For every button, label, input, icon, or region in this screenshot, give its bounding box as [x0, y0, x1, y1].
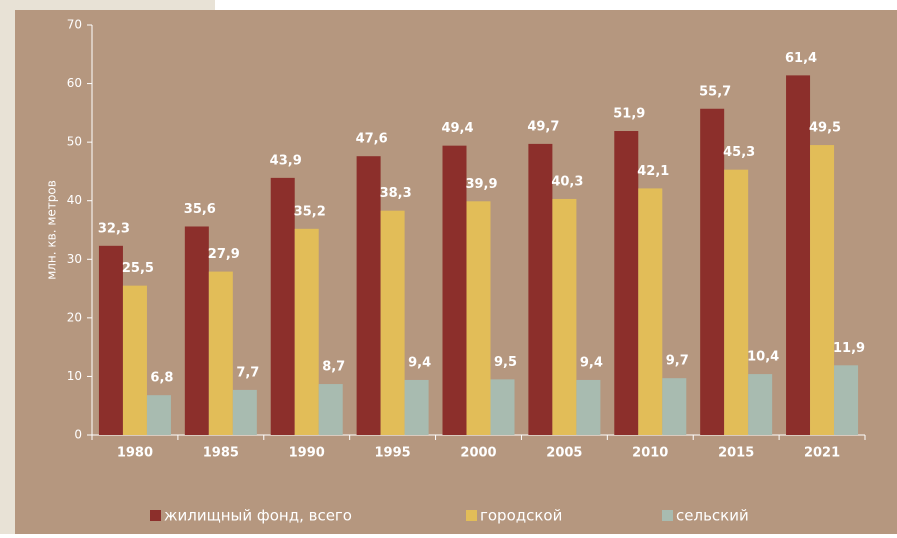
y-tick-label: 0 — [74, 428, 82, 442]
y-tick-label: 20 — [67, 310, 82, 324]
value-label: 49,5 — [809, 121, 841, 136]
value-label: 51,9 — [613, 107, 645, 122]
value-label: 35,6 — [184, 202, 216, 217]
x-tick-label: 2015 — [718, 446, 754, 461]
value-label: 43,9 — [270, 153, 302, 168]
bar — [576, 379, 601, 435]
x-tick-label: 1980 — [117, 446, 153, 461]
value-label: 61,4 — [785, 51, 817, 66]
bar — [528, 143, 553, 435]
value-label: 9,7 — [666, 354, 689, 369]
bar — [122, 285, 147, 435]
value-label: 6,8 — [150, 371, 173, 386]
y-tick-label: 30 — [67, 252, 82, 266]
bar — [614, 131, 639, 435]
bar — [748, 374, 773, 435]
value-label: 9,4 — [408, 355, 431, 370]
value-label: 49,7 — [527, 119, 559, 134]
bar — [232, 389, 257, 435]
bar — [442, 145, 467, 435]
bar — [184, 226, 209, 435]
bar — [724, 169, 749, 435]
bar — [810, 145, 835, 436]
x-tick-label: 2021 — [804, 446, 840, 461]
value-label: 40,3 — [551, 174, 583, 189]
bar — [490, 379, 515, 435]
bar — [638, 188, 663, 435]
x-tick-label: 2010 — [632, 446, 668, 461]
value-label: 10,4 — [747, 350, 779, 365]
x-tick-label: 2000 — [460, 446, 496, 461]
value-label: 49,4 — [441, 121, 473, 136]
x-tick-label: 1985 — [203, 446, 239, 461]
value-label: 42,1 — [637, 164, 669, 179]
y-tick-label: 10 — [67, 369, 82, 383]
value-label: 32,3 — [98, 221, 130, 236]
bar — [466, 201, 491, 435]
y-axis-label: млн. кв. метров — [45, 180, 59, 280]
y-tick-label: 50 — [67, 135, 82, 149]
value-label: 11,9 — [833, 341, 865, 356]
value-label: 9,5 — [494, 355, 517, 370]
x-tick-label: 1990 — [289, 446, 325, 461]
value-label: 38,3 — [380, 186, 412, 201]
value-label: 35,2 — [294, 204, 326, 219]
value-label: 8,7 — [322, 360, 345, 375]
bar — [98, 245, 123, 435]
bar — [380, 210, 405, 435]
bar — [318, 384, 343, 435]
value-label: 39,9 — [465, 177, 497, 192]
bar — [552, 198, 577, 435]
bar — [208, 271, 233, 435]
legend-swatch — [662, 510, 673, 521]
value-label: 47,6 — [356, 132, 388, 147]
value-label: 7,7 — [236, 365, 259, 380]
legend-label: городской — [480, 507, 562, 525]
x-tick-label: 2005 — [546, 446, 582, 461]
y-tick-label: 60 — [67, 76, 82, 90]
bar — [294, 228, 319, 435]
value-label: 45,3 — [723, 145, 755, 160]
bar — [146, 395, 171, 435]
value-label: 55,7 — [699, 84, 731, 99]
y-tick-label: 70 — [67, 18, 82, 32]
legend-swatch — [466, 510, 477, 521]
bar — [404, 379, 429, 435]
legend-label: жилищный фонд, всего — [164, 507, 352, 525]
top-strip — [215, 0, 897, 10]
bar — [786, 75, 811, 435]
bar — [834, 365, 859, 435]
legend-label: сельский — [676, 507, 749, 525]
value-label: 27,9 — [208, 247, 240, 262]
value-label: 9,4 — [580, 355, 603, 370]
value-label: 25,5 — [122, 261, 154, 276]
bar — [356, 156, 381, 435]
legend-swatch — [150, 510, 161, 521]
x-tick-label: 1995 — [375, 446, 411, 461]
bar — [270, 177, 295, 435]
bar — [662, 378, 687, 435]
y-tick-label: 40 — [67, 193, 82, 207]
bar — [700, 108, 725, 435]
